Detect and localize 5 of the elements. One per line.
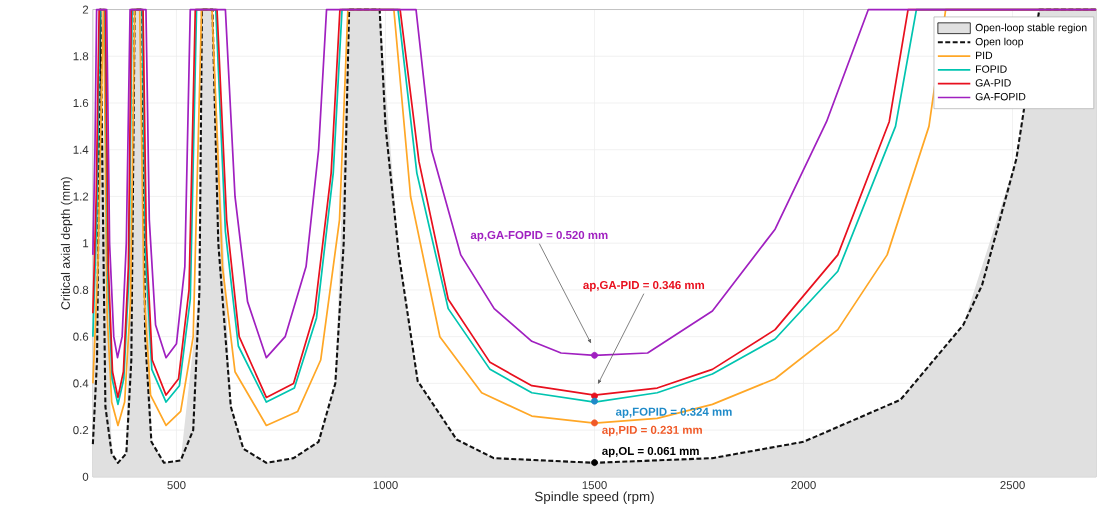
point [591,351,598,359]
point [591,458,598,466]
point [591,392,598,400]
point [591,397,598,405]
point [591,419,598,426]
